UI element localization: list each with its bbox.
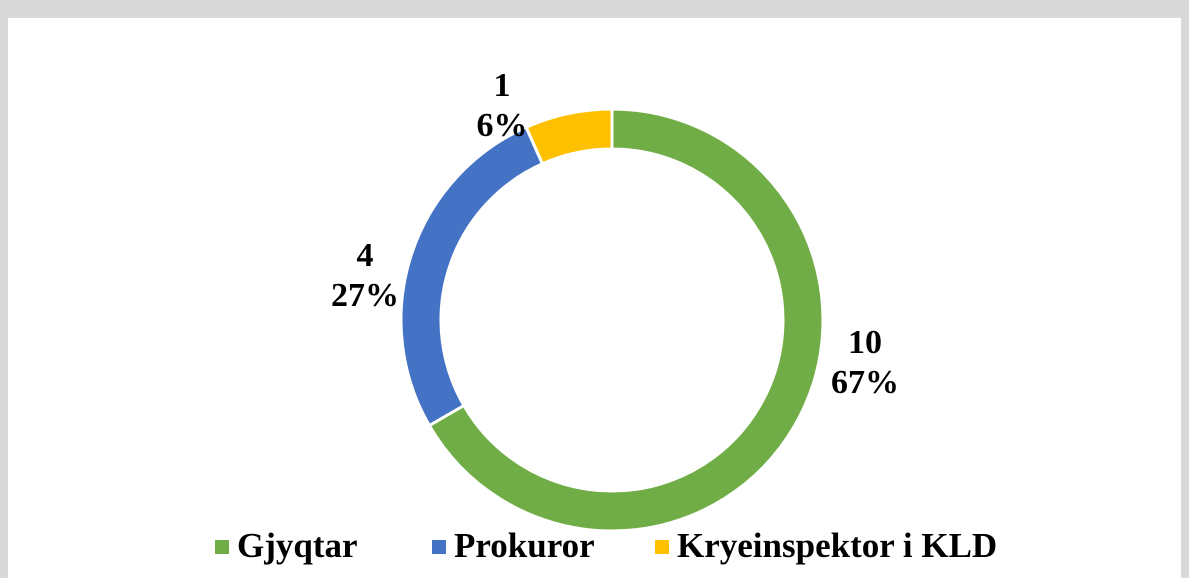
percent-label: 67%: [831, 364, 899, 401]
legend-swatch: [655, 540, 669, 554]
data-label: 4: [357, 237, 374, 274]
legend-label: Gjyqtar: [237, 526, 358, 565]
percent-label: 27%: [331, 277, 399, 314]
percent-label: 6%: [477, 107, 528, 144]
donut-segment: [427, 107, 825, 533]
legend-swatch: [432, 540, 446, 554]
data-label: 1: [494, 67, 511, 104]
legend-label: Kryeinspektor i KLD: [677, 526, 997, 565]
legend-label: Prokuror: [454, 526, 595, 565]
data-label: 10: [848, 324, 882, 361]
legend-swatch: [215, 540, 229, 554]
donut-segment: [524, 107, 614, 166]
